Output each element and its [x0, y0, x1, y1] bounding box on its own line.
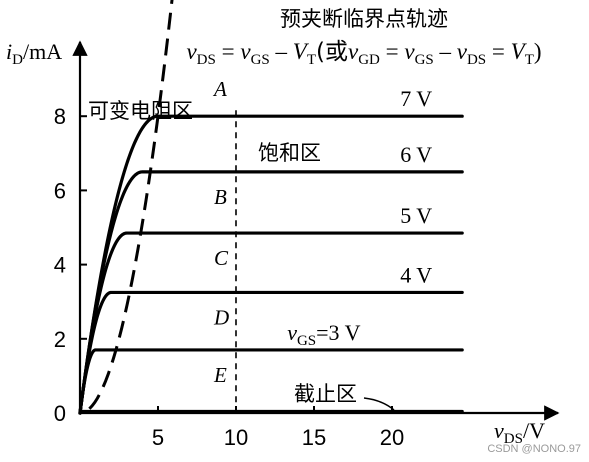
chart-title: 预夹断临界点轨迹 [280, 7, 448, 31]
series-label-2: 5 V [400, 203, 432, 228]
y-tick-label: 2 [54, 327, 66, 352]
x-axis-label: vDS/V [494, 418, 545, 447]
point-label-e: E [213, 363, 227, 387]
series-label-4: vGS=3 V [287, 320, 360, 349]
region-label-saturation: 饱和区 [258, 141, 321, 165]
point-label-a: A [212, 77, 227, 101]
y-tick-label: 6 [54, 178, 66, 203]
pinch-off-locus [88, 0, 174, 410]
chart-marks: 7 V 6 V 5 V 4 V vGS=3 V A B C D E [78, 0, 464, 415]
y-axis-label: iD/mA [6, 39, 62, 68]
x-tick-label: 15 [302, 425, 326, 450]
series-label-0: 7 V [400, 86, 432, 111]
series-curve-3 [78, 290, 464, 415]
series-label-1: 6 V [400, 142, 432, 167]
y-tick-label: 8 [54, 104, 66, 129]
point-label-c: C [214, 246, 229, 270]
series-curve-4 [78, 348, 464, 415]
x-tick-label: 10 [224, 425, 248, 450]
x-tick-label: 20 [380, 425, 404, 450]
region-label-cutoff: 截止区 [294, 382, 357, 406]
chart-subtitle-formula: vDS = vGS – VT(或vGD = vGS – vDS = VT) [186, 39, 541, 68]
point-label-d: D [213, 305, 229, 329]
y-tick-label: 0 [54, 401, 66, 426]
point-label-b: B [214, 185, 227, 209]
region-label-ohmic: 可变电阻区 [88, 99, 193, 123]
series-label-3: 4 V [400, 262, 432, 287]
x-tick-label: 5 [152, 425, 164, 450]
cutoff-pointer-line [363, 397, 395, 411]
y-tick-label: 4 [54, 253, 66, 278]
watermark: CSDN @NONO.97 [487, 443, 581, 455]
